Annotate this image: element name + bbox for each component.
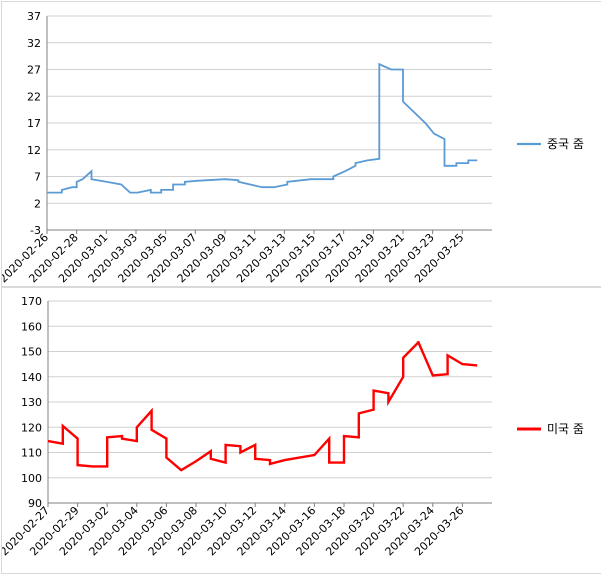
y-tick-label: 7 (34, 171, 41, 184)
y-tick-label: 27 (27, 64, 41, 77)
y-tick-label: 2 (34, 197, 41, 210)
y-tick-label: 130 (21, 396, 42, 409)
y-tick-label: 22 (27, 90, 41, 103)
y-tick-label: 32 (27, 37, 41, 50)
series-line (47, 340, 478, 472)
y-tick-label: 110 (21, 447, 42, 460)
y-tick-label: 100 (21, 472, 42, 485)
y-tick-label: 160 (21, 320, 42, 333)
series-line (47, 62, 478, 194)
y-tick-label: 37 (27, 10, 41, 23)
y-tick-label: 120 (21, 421, 42, 434)
y-tick-label: 150 (21, 346, 42, 359)
legend-label: 중국 줌 (547, 137, 584, 151)
china-zoom-chart: -3271217222732372020-02-262020-02-282020… (2, 10, 584, 285)
legend-label: 미국 줌 (547, 422, 584, 436)
y-tick-label: -3 (30, 224, 41, 237)
y-tick-label: 90 (28, 497, 42, 510)
y-tick-label: 17 (27, 117, 41, 130)
chart-panel-china: -3 2 7 12 17 22 27 32 37 2020-02-26 2020-02-28 2020… (1, 1, 601, 287)
y-tick-label: 12 (27, 144, 41, 157)
us-zoom-chart: 901001101201301401501601702020-02-272020… (2, 295, 584, 558)
y-tick-label: 140 (21, 371, 42, 384)
y-tick-label: 170 (21, 295, 42, 308)
chart-panel-us: 90 100 110 120 130 140 150 160 170 2020-02-27 2020… (1, 287, 601, 574)
